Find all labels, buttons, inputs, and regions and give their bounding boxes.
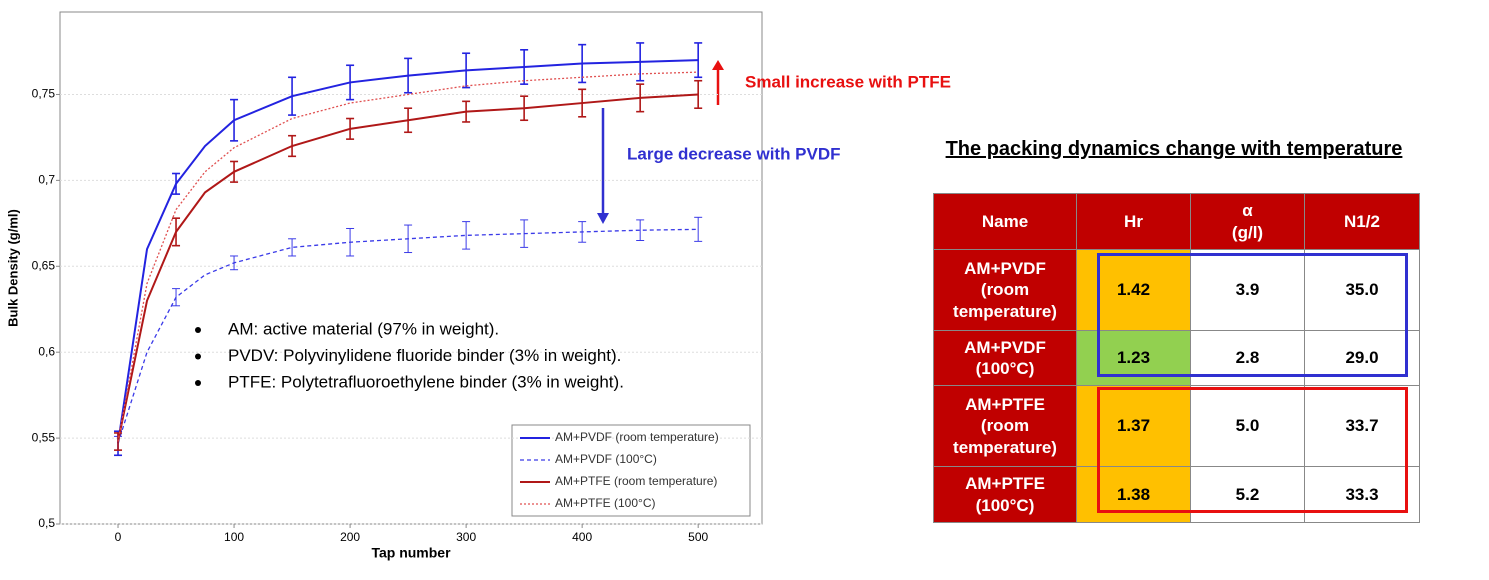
error-bar (636, 219, 645, 242)
arrow-head (597, 213, 609, 224)
error-bar (172, 217, 181, 247)
bullet (195, 380, 201, 386)
error-bar (694, 79, 703, 110)
note: PVDV: Polyvinylidene fluoride binder (3%… (228, 346, 621, 365)
error-bar (404, 57, 413, 94)
annotation: Small increase with PTFE (745, 72, 951, 91)
error-bar (346, 227, 355, 257)
table-cell: 1.38 (1076, 466, 1191, 523)
error-bar (230, 160, 239, 183)
annotation: Large decrease with PVDF (627, 144, 841, 163)
error-bar (230, 255, 239, 271)
series-line (117, 71, 699, 442)
error-bar (636, 83, 645, 113)
y-tick-label: 0,6 (38, 344, 55, 358)
x-tick-label: 500 (688, 530, 708, 544)
x-tick-label: 100 (224, 530, 244, 544)
table-cell: N1/2 (1304, 193, 1420, 250)
bullet (195, 327, 201, 333)
table-cell: 3.9 (1190, 249, 1305, 331)
table-title: The packing dynamics change with tempera… (945, 138, 1403, 160)
legend-label: AM+PTFE (100°C) (555, 496, 656, 510)
error-bar (404, 107, 413, 134)
error-bar (230, 98, 239, 142)
table-cell: 33.3 (1304, 466, 1420, 523)
error-bar (520, 48, 529, 85)
error-bar (578, 43, 587, 84)
table-cell: 1.37 (1076, 385, 1191, 467)
table-cell: α (g/l) (1190, 193, 1305, 250)
header-row: Name Hr α (g/l) N1/2 (933, 193, 1420, 250)
error-bar (288, 76, 297, 116)
table-row: AM+PTFE (100°C) 1.38 5.2 33.3 (933, 466, 1420, 523)
error-bar (404, 224, 413, 254)
error-bar (346, 64, 355, 101)
error-bar (172, 172, 181, 195)
error-bar (172, 288, 181, 307)
error-bar (462, 52, 471, 89)
y-tick-label: 0,75 (32, 87, 56, 101)
error-bar (636, 42, 645, 82)
y-tick-label: 0,5 (38, 516, 55, 530)
error-bar (462, 100, 471, 123)
note: PTFE: Polytetrafluoroethylene binder (3%… (228, 372, 624, 391)
legend-label: AM+PTFE (room temperature) (555, 474, 717, 488)
x-tick-label: 300 (456, 530, 476, 544)
table-row: AM+PVDF (room temperature) 1.42 3.9 35.0 (933, 249, 1420, 331)
x-axis-label: Tap number (371, 545, 451, 561)
legend-box (511, 424, 751, 517)
y-tick-label: 0,65 (32, 258, 56, 272)
table-cell: AM+PVDF (100°C) (933, 330, 1077, 386)
bullet (195, 353, 201, 360)
table-cell: 5.0 (1190, 385, 1305, 467)
error-bar (694, 216, 703, 242)
table-cell: 5.2 (1190, 466, 1305, 523)
table-cell: Hr (1076, 193, 1191, 250)
highlight-box (1097, 387, 1408, 513)
table-cell: Name (933, 193, 1077, 250)
error-bar (288, 238, 297, 257)
y-tick-label: 0,7 (38, 173, 55, 187)
legend-label: AM+PVDF (room temperature) (555, 430, 719, 444)
plot-frame (59, 11, 763, 525)
error-bar (462, 221, 471, 250)
table: Name Hr α (g/l) N1/2 AM+PVDF (room temperatu… (933, 193, 1420, 523)
x-tick-label: 0 (115, 530, 122, 544)
error-bar (578, 88, 587, 118)
table-row: AM+PTFE (room temperature) 1.37 5.0 33.7 (933, 385, 1420, 467)
note: AM: active material (97% in weight). (228, 319, 499, 338)
error-bar (578, 221, 587, 243)
arrow-head (712, 60, 724, 70)
table-cell: 1.42 (1076, 249, 1191, 331)
error-bar (520, 95, 529, 122)
table-cell: 33.7 (1304, 385, 1420, 467)
error-bar (520, 219, 529, 248)
table-cell: AM+PTFE (room temperature) (933, 385, 1077, 467)
error-bar (288, 134, 297, 158)
table-cell: AM+PVDF (room temperature) (933, 249, 1077, 331)
table-cell: AM+PTFE (100°C) (933, 466, 1077, 523)
y-axis-label: Bulk Density (g/ml) (5, 209, 20, 327)
highlight-box (1097, 253, 1408, 377)
table-cell: 35.0 (1304, 249, 1420, 331)
x-tick-label: 400 (572, 530, 592, 544)
error-bar (346, 117, 355, 140)
x-tick-label: 200 (340, 530, 360, 544)
error-bar (694, 42, 703, 79)
legend-label: AM+PVDF (100°C) (555, 452, 657, 466)
y-tick-label: 0,55 (32, 430, 56, 444)
